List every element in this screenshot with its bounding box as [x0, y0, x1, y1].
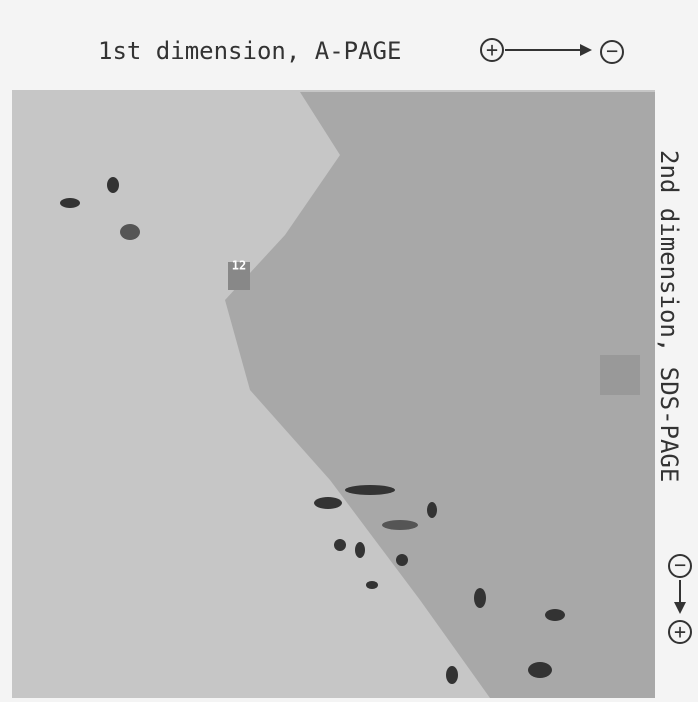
spot: [314, 497, 342, 509]
spot: [60, 198, 80, 208]
spot: [366, 581, 378, 589]
plus-sign: +: [674, 620, 686, 644]
spot: [474, 588, 486, 608]
spot: [528, 662, 552, 678]
spot: [355, 542, 365, 558]
minus-sign: −: [674, 553, 686, 577]
spot: [427, 502, 437, 518]
first-dimension-label: 1st dimension, A-PAGE: [98, 37, 401, 65]
spot: [446, 666, 458, 684]
spot: [345, 485, 395, 495]
spot: [334, 539, 346, 551]
smear: [600, 355, 640, 395]
spot: [396, 554, 408, 566]
gel-image: 1st dimension, A-PAGE + − 2nd dimension,…: [0, 0, 698, 702]
minus-sign: −: [606, 39, 618, 63]
second-dimension-label: 2nd dimension, SDS-PAGE: [655, 150, 683, 482]
spot: [120, 224, 140, 240]
plus-sign: +: [486, 38, 498, 62]
spot: [545, 609, 565, 621]
spot-label: 12: [232, 259, 246, 273]
spot: [382, 520, 418, 530]
spot: [107, 177, 119, 193]
